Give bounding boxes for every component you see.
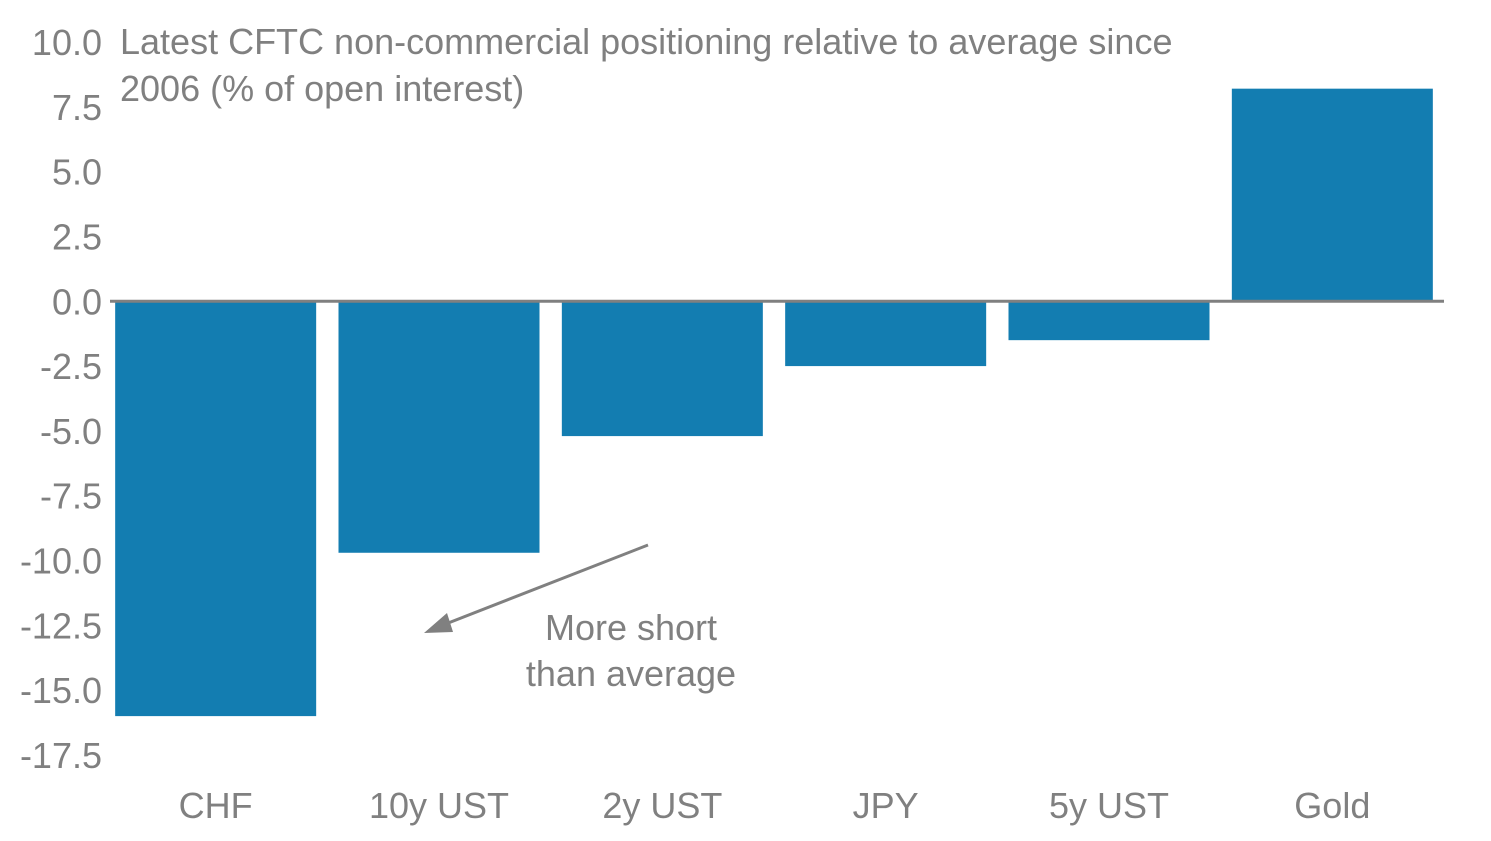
annotation-text-line-1: More short — [545, 607, 717, 648]
category-label: 2y UST — [602, 785, 722, 826]
chart-title-line-1: Latest CFTC non-commercial positioning r… — [120, 21, 1172, 62]
annotation: More short than average — [424, 543, 736, 694]
bar-gold — [1231, 88, 1433, 302]
y-tick-label: -15.0 — [20, 670, 102, 711]
category-label: Gold — [1294, 785, 1370, 826]
bar-2y-ust — [561, 301, 763, 437]
category-label: CHF — [179, 785, 253, 826]
category-labels: CHF 10y UST 2y UST JPY 5y UST Gold — [179, 785, 1371, 826]
category-label: JPY — [853, 785, 919, 826]
y-tick-label: 7.5 — [52, 87, 102, 128]
y-tick-label: 10.0 — [32, 22, 102, 63]
bar-jpy — [785, 301, 987, 367]
bars — [115, 88, 1433, 717]
category-label: 5y UST — [1049, 785, 1169, 826]
chart-title: Latest CFTC non-commercial positioning r… — [120, 21, 1172, 109]
y-tick-label: -12.5 — [20, 605, 102, 646]
y-tick-label: -7.5 — [40, 476, 102, 517]
y-tick-label: -17.5 — [20, 735, 102, 776]
bar-10y-ust — [338, 301, 540, 553]
y-tick-label: -5.0 — [40, 411, 102, 452]
bar-5y-ust — [1008, 301, 1210, 341]
y-axis-ticks: 10.0 7.5 5.0 2.5 0.0 -2.5 -5.0 -7.5 -10.0 -12.5 -1… — [20, 22, 102, 776]
y-tick-label: 5.0 — [52, 152, 102, 193]
bar-chf — [115, 301, 317, 717]
category-label: 10y UST — [369, 785, 509, 826]
chart-title-line-2: 2006 (% of open interest) — [120, 68, 524, 109]
annotation-text-line-2: than average — [526, 653, 736, 694]
y-tick-label: -2.5 — [40, 346, 102, 387]
y-tick-label: -10.0 — [20, 541, 102, 582]
y-tick-label: 0.0 — [52, 281, 102, 322]
annotation-arrow — [437, 543, 649, 629]
annotation-arrowhead — [424, 613, 453, 633]
y-tick-label: 2.5 — [52, 216, 102, 257]
